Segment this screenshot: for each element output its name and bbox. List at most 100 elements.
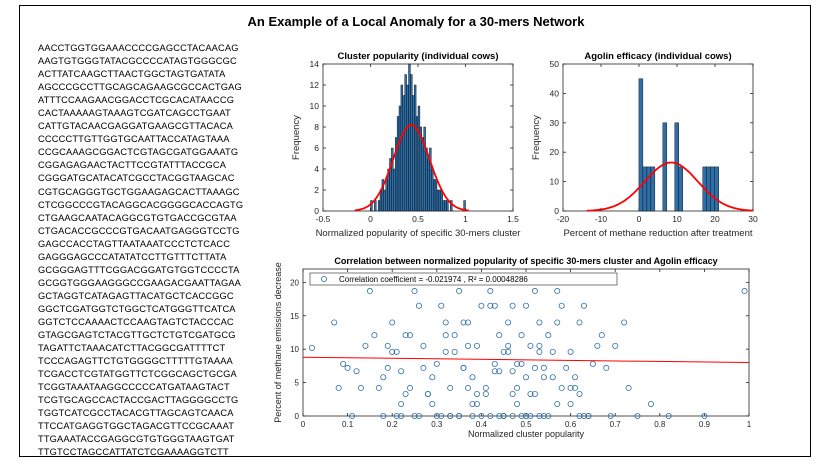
scatter-point — [505, 342, 512, 349]
x-axis-label: Normalized cluster popularity — [468, 429, 585, 439]
y-tick-label: 0 — [554, 206, 559, 216]
x-tick-label: 0 — [301, 420, 306, 429]
sequence-item: TCGTGCAGCCACTACCGACTTAGGGGCCTG — [38, 395, 239, 406]
histogram-bar — [393, 168, 396, 212]
scatter-point — [572, 374, 579, 381]
histogram-bar — [425, 147, 428, 212]
scatter-point — [625, 384, 632, 391]
scatter-point — [634, 412, 641, 419]
scatter-point — [308, 344, 315, 351]
normal-fit-curve — [354, 123, 469, 212]
scatter-point — [469, 374, 476, 381]
scatter-point — [509, 390, 516, 397]
sequence-item: TGGTCATCGCCTACACGTTAGCAGTCAACA — [38, 408, 234, 419]
scatter-point — [500, 412, 507, 419]
scatter-point — [701, 412, 708, 419]
y-tick-label: 5 — [295, 379, 300, 388]
scatter-point — [487, 302, 494, 309]
sequence-item: CTGAAGCAATACAGGCGTGTGACCGCGTAA — [38, 212, 237, 223]
x-tick-label: 1.5 — [507, 214, 519, 224]
legend: Correlation coefficient = -0.021974 , R²… — [309, 272, 618, 286]
histogram-bar — [446, 200, 449, 212]
scatter-point — [478, 412, 485, 419]
sequence-item: GCTAGGTCATAGAGTTACATGCTCACCGGC — [38, 290, 234, 301]
scatter-point — [527, 390, 534, 397]
histogram-bar — [398, 105, 402, 212]
y-tick-label: 8 — [314, 122, 319, 132]
scatter-point — [580, 302, 587, 309]
scatter-point — [665, 412, 672, 419]
x-tick-label: 10 — [672, 214, 682, 224]
y-tick-label: 10 — [550, 177, 560, 187]
scatter-point — [585, 412, 592, 419]
y-tick-label: 10 — [310, 101, 320, 111]
histogram-bar — [385, 179, 388, 212]
histogram-bar — [377, 200, 381, 212]
x-tick-label: 20 — [710, 214, 720, 224]
scatter-point — [545, 332, 552, 339]
y-axis-label: Percent of methane emissions decrease — [273, 262, 283, 423]
scatter-point — [402, 332, 409, 339]
legend-box — [309, 272, 618, 286]
scatter-point — [384, 364, 391, 371]
sequence-item: CGGGATGCATACATCGCCTACGGTAAGCAC — [38, 173, 235, 184]
sequence-item: ACTTATCAAGCTTAACTGGCTAGTGATATA — [38, 69, 226, 80]
y-axis-label: Frequency — [291, 115, 302, 160]
normal-fit-curve — [586, 161, 754, 212]
scatter-point — [527, 342, 534, 349]
scatter-point — [518, 360, 525, 367]
sequence-item: GAGGGAGCCCATATATCCTTGTTTCTTATA — [38, 251, 227, 262]
scatter-point — [514, 400, 521, 407]
x-tick-label: 0.8 — [654, 420, 666, 429]
scatter-point — [465, 319, 472, 326]
scatter-point — [545, 412, 552, 419]
scatter-point — [411, 288, 418, 295]
histogram-bar — [710, 166, 715, 212]
scatter-point — [469, 412, 476, 419]
scatter-point — [576, 412, 583, 419]
scatter-point — [580, 412, 587, 419]
scatter-point — [389, 348, 396, 355]
scatter-point — [478, 302, 485, 309]
y-tick-label: 12 — [310, 80, 320, 90]
scatter-point — [509, 412, 516, 419]
y-tick-label: 0 — [295, 412, 300, 421]
histogram-bar — [404, 74, 407, 212]
sequence-item: CGTGCAGGGTGCTGGAAGAGCACTTAAAGC — [38, 186, 240, 197]
histogram-bar — [438, 189, 441, 212]
scatter-point — [607, 412, 614, 419]
scatter-point — [420, 342, 427, 349]
scatter-point — [344, 364, 351, 371]
scatter-point — [496, 332, 503, 339]
x-tick-label: -0.5 — [316, 214, 331, 224]
sequence-item: TAGATTCTAAACATCTTACGGCGATTTTCT — [38, 343, 226, 354]
scatter-point — [473, 342, 480, 349]
scatter-point — [612, 342, 619, 349]
x-axis-label: Normalized popularity of specific 30-mer… — [316, 228, 521, 239]
scatter-point — [433, 412, 440, 419]
y-tick-label: 10 — [290, 345, 299, 354]
scatter-point — [469, 400, 476, 407]
scatter-point — [536, 319, 543, 326]
scatter-point — [531, 288, 538, 295]
sequence-item: TCGGTAAATAAGGCCCCCATGATAAGTACT — [38, 382, 230, 393]
figure-frame: An Example of a Local Anomaly for a 30-m… — [19, 5, 811, 457]
scatter-point — [514, 384, 521, 391]
sequence-list: AACCTGGTGGAAACCCCGAGCCTACAACAG AAGTGTGGGT… — [38, 42, 243, 460]
x-tick-label: 1 — [747, 420, 752, 429]
scatter-point — [496, 368, 503, 375]
scatter-point — [572, 384, 579, 391]
scatter-point — [518, 332, 525, 339]
scatter-point — [576, 390, 583, 397]
scatter-point — [482, 384, 489, 391]
histogram-bar — [406, 84, 409, 212]
chart-title: Agolin efficacy (individual cows) — [584, 51, 731, 62]
scatter-point — [438, 412, 445, 419]
chart-title: Correlation between normalized popularit… — [334, 256, 717, 266]
x-tick-label: -10 — [595, 214, 608, 224]
histogram-bar — [431, 168, 434, 212]
scatter-point — [415, 412, 422, 419]
scatter-point — [447, 384, 454, 391]
x-tick-label: 0.9 — [699, 420, 711, 429]
scatter-point — [531, 364, 538, 371]
